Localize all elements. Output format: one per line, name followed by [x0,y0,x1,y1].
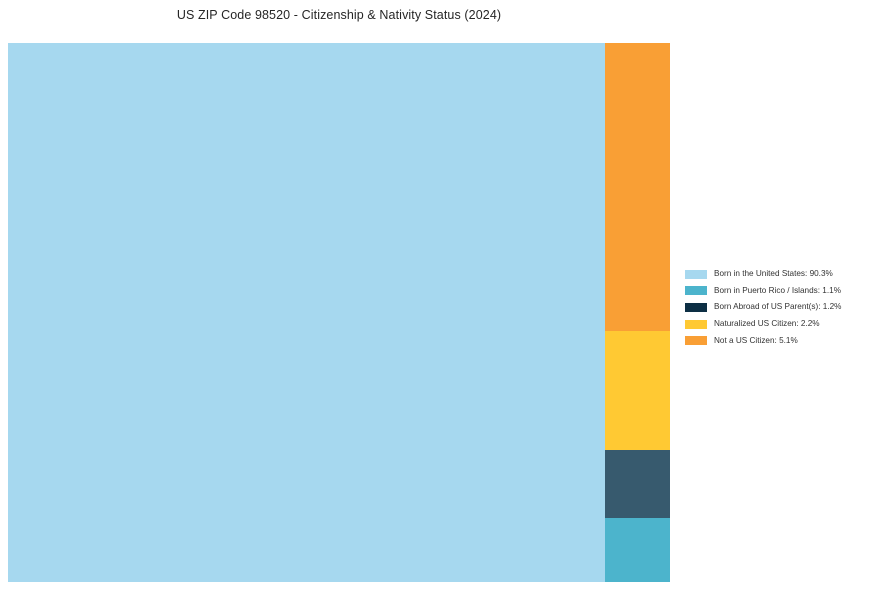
legend-color-swatch [685,336,707,346]
treemap-tile[interactable]: Born in the United States [8,43,606,582]
legend-item-label: Born in the United States: 90.3% [714,269,833,279]
legend-item[interactable]: Born in Puerto Rico / Islands: 1.1% [685,283,881,300]
legend-item-label: Not a US Citizen: 5.1% [714,335,798,345]
legend-item-label: Naturalized US Citizen: 2.2% [714,318,820,328]
legend-item-label: Born Abroad of US Parent(s): 1.2% [714,302,842,312]
chart-legend: Born in the United States: 90.3% Born in … [685,266,881,349]
legend-color-swatch [685,286,707,296]
legend-item[interactable]: Born in the United States: 90.3% [685,266,881,283]
legend-item-label: Born in Puerto Rico / Islands: 1.1% [714,285,841,295]
chart-title: US ZIP Code 98520 - Citizenship & Nativi… [176,8,502,22]
treemap-tile[interactable]: Born in Puerto Rico / Islands [605,517,670,582]
legend-item[interactable]: Naturalized US Citizen: 2.2% [685,316,881,333]
legend-item[interactable]: Born Abroad of US Parent(s): 1.2% [685,299,881,316]
legend-color-swatch [685,302,707,312]
treemap-plot-area: Born in the United StatesNot a US Citize… [8,43,670,582]
treemap-tile[interactable]: Born Abroad of US Parent(s) [605,449,670,518]
legend-color-swatch [685,269,707,279]
legend-item[interactable]: Not a US Citizen: 5.1% [685,332,881,349]
treemap-tile[interactable]: Not a US Citizen [605,43,670,331]
legend-color-swatch [685,319,707,329]
treemap-tile[interactable]: Naturalized US Citizen [605,330,670,450]
